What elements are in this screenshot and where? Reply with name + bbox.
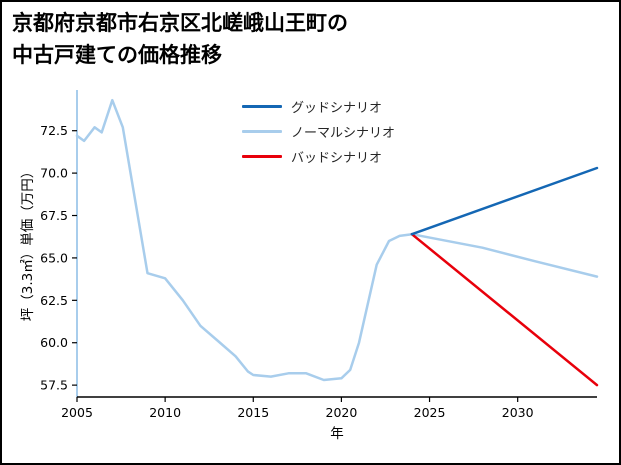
- legend-line-normal-icon: [242, 130, 282, 133]
- x-tick-label: 2010: [149, 405, 181, 420]
- y-tick-label: 57.5: [40, 378, 68, 393]
- y-tick-label: 67.5: [40, 208, 68, 223]
- legend-item-bad-scenario: バッドシナリオ: [242, 144, 395, 169]
- series-historical: [75, 98, 414, 382]
- x-tick-label: 2015: [237, 405, 269, 420]
- x-tick-label: 2030: [502, 405, 534, 420]
- legend-line-good-icon: [242, 105, 282, 108]
- series-bad-scenario: [410, 232, 599, 387]
- chart-title-line2: 中古戸建ての価格推移: [12, 42, 222, 67]
- legend-label-normal: ノーマルシナリオ: [291, 126, 396, 141]
- y-tick-label: 72.5: [40, 123, 68, 138]
- series-good-scenario: [410, 166, 599, 236]
- x-tick-label: 2005: [61, 405, 93, 420]
- legend-line-bad-icon: [242, 155, 282, 158]
- legend-item-normal-scenario: ノーマルシナリオ: [242, 119, 395, 144]
- x-axis-label: 年: [330, 426, 344, 442]
- legend: グッドシナリオ ノーマルシナリオ バッドシナリオ: [242, 94, 395, 169]
- legend-label-good: グッドシナリオ: [291, 101, 383, 116]
- y-axis-label: 坪（3.3㎡）単価（万円）: [20, 164, 36, 322]
- y-tick-label: 70.0: [40, 166, 68, 181]
- x-tick-label: 2025: [414, 405, 446, 420]
- y-tick-label: 60.0: [40, 335, 68, 350]
- chart-title: 京都府京都市右京区北嵯峨山王町の 中古戸建ての価格推移: [12, 8, 348, 71]
- legend-item-good-scenario: グッドシナリオ: [242, 94, 395, 119]
- legend-label-bad: バッドシナリオ: [291, 151, 383, 166]
- y-tick-label: 65.0: [40, 250, 68, 265]
- series-normal-scenario: [410, 232, 599, 278]
- y-tick-label: 62.5: [40, 293, 68, 308]
- chart-title-line1: 京都府京都市右京区北嵯峨山王町の: [12, 11, 348, 35]
- x-tick-label: 2020: [326, 405, 358, 420]
